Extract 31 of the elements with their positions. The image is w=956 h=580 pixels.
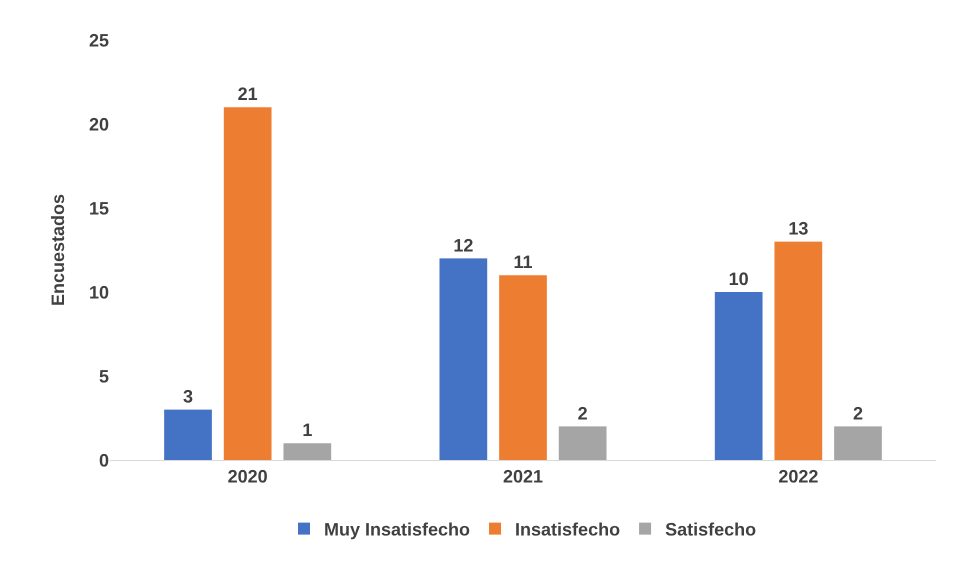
y-tick-label: 25 (88, 30, 109, 50)
data-label: 1 (302, 420, 312, 440)
bar (714, 292, 763, 460)
y-tick-label: 5 (98, 366, 109, 386)
data-label: 12 (453, 235, 474, 256)
x-tick-label: 2022 (778, 466, 818, 487)
y-tick-label: 15 (88, 198, 109, 218)
data-label: 10 (728, 269, 749, 289)
data-label: 13 (788, 218, 808, 239)
bar (834, 426, 882, 460)
bar (164, 410, 212, 460)
y-tick-label: 0 (98, 450, 109, 470)
bar (439, 258, 488, 460)
legend-label: Insatisfecho (515, 520, 620, 540)
data-label: 2 (852, 403, 863, 424)
bar (499, 275, 547, 460)
bar (283, 443, 332, 460)
legend-label: Satisfecho (665, 520, 756, 540)
data-label: 21 (238, 84, 258, 104)
data-label: 3 (183, 386, 194, 407)
bar (224, 107, 272, 460)
y-tick-label: 20 (88, 114, 109, 134)
y-tick-label: 10 (88, 282, 109, 302)
data-label: 11 (513, 252, 533, 272)
x-tick-label: 2021 (502, 466, 544, 487)
data-label: 2 (578, 403, 588, 424)
y-axis-title: Encuestados (48, 194, 68, 306)
bar (558, 426, 607, 460)
x-tick-label: 2020 (228, 466, 268, 487)
bar (774, 242, 822, 460)
legend-label: Muy Insatisfecho (324, 520, 470, 540)
